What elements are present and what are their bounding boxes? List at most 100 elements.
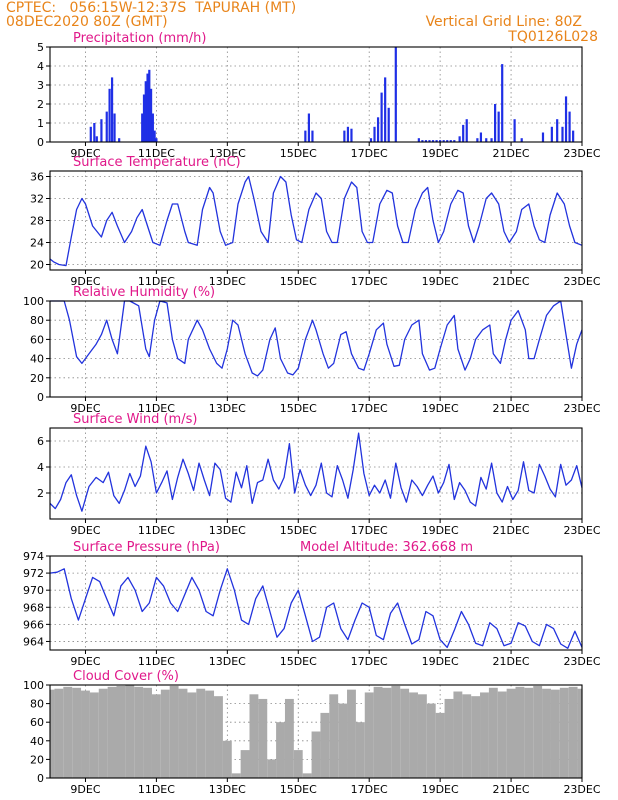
y-tick-label: 0 [37,136,44,149]
y-tick-label: 40 [30,735,44,748]
precip-bar [439,140,442,142]
precip-bar [387,107,390,142]
panel-cloud-cover: Cloud Cover (%) 0 20 40 60 80 100 9DEC 11DEC 13DE… [23,669,601,796]
x-tick-label: 11DEC [138,147,175,160]
cloud-bar [72,687,82,778]
cloud-bar [542,688,551,778]
precip-bar [572,130,575,142]
precip-bar [373,126,376,142]
y-tick-label: 3 [37,79,44,92]
precip-bar [417,138,420,142]
cloud-bar [533,685,543,778]
x-tick-label: 17DEC [351,275,388,288]
header-date: 08DEC2020 80Z (GMT) [6,14,168,30]
x-tick-label: 13DEC [209,147,246,160]
cloud-bar [107,686,117,778]
x-tick-label: 17DEC [351,655,388,668]
y-tick-label: 60 [30,333,44,346]
cloud-bar [400,688,410,778]
precip-bar [462,124,465,142]
cloud-bar [276,722,285,778]
series-line [49,432,583,512]
x-tick-label: 23DEC [563,783,600,796]
y-tick-label: 968 [23,601,44,614]
y-tick-label: 1 [37,117,44,130]
panel-surface-pressure-hpa: Surface Pressure (hPa) Model Altitude: 36… [23,540,601,668]
x-tick-label: 11DEC [138,524,175,537]
cloud-bar [320,712,330,778]
precip-bar [479,132,483,142]
y-tick-label: 20 [30,259,44,272]
precip-bar [446,140,449,142]
cloud-bar [214,696,223,778]
cloud-bar [506,688,516,778]
cloud-bar [143,687,152,778]
precip-bar [485,138,488,142]
panel-title: Surface Pressure (hPa) [73,540,220,555]
y-tick-label: 4 [37,461,44,474]
x-tick-label: 15DEC [280,275,317,288]
precip-bar [144,81,147,142]
cloud-bar [231,773,241,778]
y-tick-label: 5 [37,41,44,54]
x-tick-label: 23DEC [563,402,600,415]
cloud-bar [249,694,259,778]
precip-bar [376,117,380,142]
y-tick-label: 6 [37,435,44,448]
panel-frame [49,46,583,143]
precip-bar [343,130,346,142]
cloud-bar [568,686,578,778]
cloud-bar [382,687,392,778]
x-tick-label: 23DEC [563,147,600,160]
x-tick-label: 23DEC [563,275,600,288]
x-tick-label: 13DEC [209,524,246,537]
y-tick-label: 964 [23,635,44,648]
precip-bar [307,113,311,142]
cloud-bar [63,686,73,778]
x-tick-label: 9DEC [70,402,100,415]
precip-bar [118,138,121,142]
x-tick-label: 13DEC [209,402,246,415]
x-tick-label: 21DEC [493,275,530,288]
cloud-bar [240,750,250,778]
y-tick-label: 972 [23,567,44,580]
y-tick-label: 60 [30,716,44,729]
cloud-bar [471,696,481,778]
precip-bar [428,140,431,142]
precip-bar [155,138,158,142]
cloud-bar [134,686,144,778]
precip-bar [513,119,516,142]
precip-bar [105,111,108,142]
header-vgrid: Vertical Grid Line: 80Z [425,14,582,30]
cloud-bar [497,691,507,778]
x-tick-label: 11DEC [138,402,175,415]
panel-surface-wind-m-s: Surface Wind (m/s) 2 4 6 9DEC 11DEC 13DEC 15DEC… [37,412,601,537]
y-tick-label: 0 [37,772,44,785]
cloud-bar [338,703,348,778]
y-tick-label: 966 [23,618,44,631]
precip-bar [490,138,493,142]
x-tick-label: 19DEC [422,402,459,415]
precip-bar [151,113,154,142]
panel-surface-temperature-nc: Surface Temperature (nC) 20 24 28 32 36 9DEC 11… [30,155,601,288]
cloud-bar [453,691,463,778]
cloud-bar [444,698,454,778]
cloud-bar [98,688,108,778]
x-tick-label: 17DEC [351,524,388,537]
precip-bar [431,140,435,142]
panel-frame [49,300,583,398]
precip-bar [146,73,149,142]
cloud-bar [364,692,374,778]
precip-bar [346,126,350,142]
precip-bar [350,128,353,142]
precip-bar [113,113,116,142]
cloud-bar [222,740,232,778]
cloud-bar [524,687,534,778]
x-tick-label: 15DEC [280,524,317,537]
precip-bar [153,130,156,142]
x-tick-label: 13DEC [209,275,246,288]
x-tick-label: 15DEC [280,655,317,668]
precip-bar [550,126,553,142]
series-line [49,175,583,267]
cloud-bar [559,687,569,778]
